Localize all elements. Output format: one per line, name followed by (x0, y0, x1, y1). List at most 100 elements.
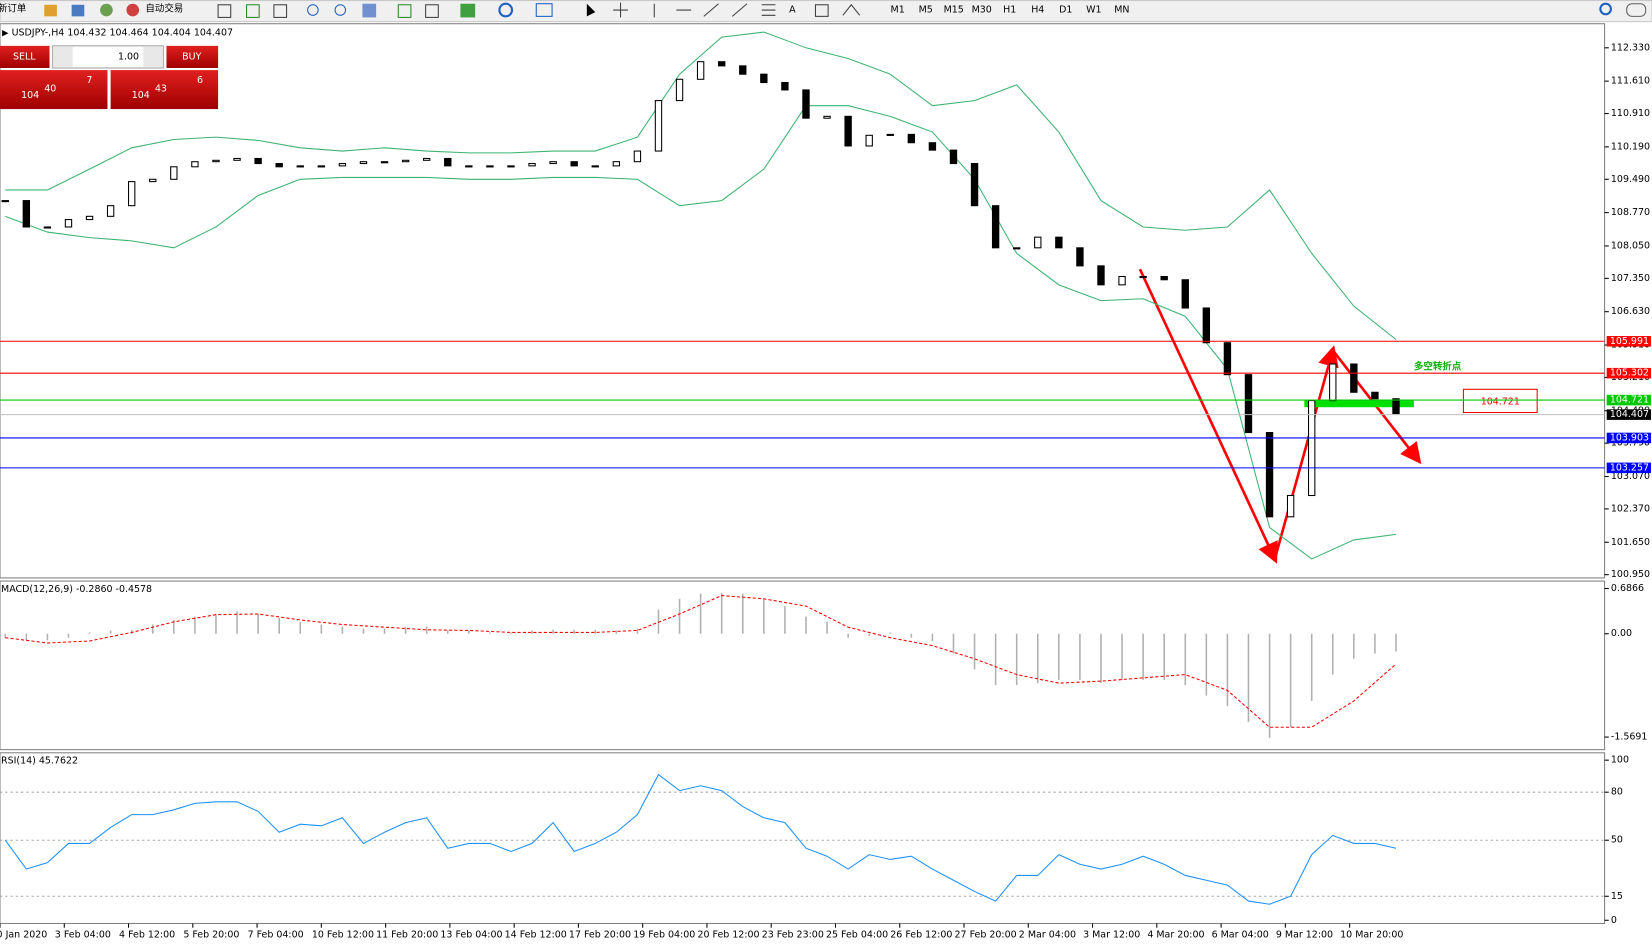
y-tick-label: 106.630 (1611, 306, 1650, 317)
candle (1118, 275, 1126, 286)
bollinger-lower (5, 105, 1397, 560)
icon[interactable] (814, 4, 829, 17)
y-tick-label: 110.190 (1611, 141, 1650, 152)
x-tick-label: 27 Feb 20:00 (955, 930, 1017, 941)
candle (654, 100, 663, 152)
candle (1202, 307, 1211, 344)
icon[interactable] (217, 4, 232, 18)
icon[interactable] (100, 3, 113, 17)
buy-button[interactable] (166, 45, 219, 68)
icon[interactable] (397, 4, 412, 18)
candle (401, 159, 410, 163)
icon[interactable] (842, 3, 861, 16)
candle (338, 163, 347, 167)
candle (781, 82, 789, 91)
timeframe-button[interactable]: W1 (1086, 5, 1101, 16)
icon[interactable] (246, 4, 260, 18)
arrow (1273, 345, 1339, 560)
candle (106, 205, 115, 217)
candle (1244, 374, 1253, 434)
candle (423, 157, 431, 161)
icon[interactable] (362, 3, 377, 18)
toolbar (0, 0, 1652, 23)
pivot-bar (1304, 399, 1414, 408)
icon[interactable] (71, 4, 85, 17)
y-tick-label: 111.610 (1611, 76, 1650, 87)
y-tick-label: 80 (1611, 787, 1623, 798)
timeframe-button[interactable]: M5 (919, 5, 933, 16)
candle (43, 226, 52, 229)
bid-pip: 7 (86, 75, 92, 86)
y-tick-label: 0.00 (1611, 628, 1632, 639)
candle (1139, 275, 1147, 279)
chat-icon[interactable] (1626, 3, 1647, 17)
timeframe-button[interactable]: M30 (972, 5, 992, 16)
price-level-tag (1606, 394, 1651, 406)
header-arrow (2, 30, 9, 37)
icon[interactable] (307, 4, 319, 16)
new-order-button[interactable]: 新订单 (0, 2, 26, 14)
lot-value[interactable]: 1.00 (118, 51, 139, 62)
x-tick-label: 26 Feb 12:00 (890, 930, 952, 941)
candle (570, 161, 578, 167)
icon[interactable] (535, 3, 553, 17)
price-level-label: 103.903 (1610, 432, 1649, 443)
timeframe-button[interactable]: M1 (891, 5, 905, 16)
icon[interactable] (460, 3, 476, 18)
candle (1329, 363, 1337, 402)
x-tick-label: 2 Mar 04:00 (1019, 930, 1076, 941)
candle (64, 219, 73, 228)
rsi-title: RSI(14) 45.7622 (1, 756, 78, 767)
icon[interactable] (44, 4, 57, 17)
y-tick-label: 109.490 (1611, 174, 1650, 185)
bid-box[interactable] (0, 70, 108, 110)
icon[interactable] (498, 2, 514, 18)
buy-label[interactable]: BUY (182, 51, 201, 62)
candle (191, 161, 199, 168)
y-tick-label: 108.050 (1611, 240, 1650, 251)
y-tick-label: 103.070 (1611, 471, 1650, 482)
symbol-header: USDJPY-,H4 104.432 104.464 104.404 104.4… (12, 28, 233, 39)
icon[interactable] (273, 4, 288, 18)
icon[interactable] (334, 4, 347, 16)
candle (907, 133, 916, 144)
timeframe-button[interactable]: H4 (1031, 5, 1044, 16)
x-tick-label: 23 Feb 23:00 (762, 930, 824, 941)
lot-down[interactable] (53, 46, 73, 67)
candle (823, 115, 831, 119)
search-icon[interactable] (1599, 2, 1612, 16)
icon[interactable] (653, 3, 776, 18)
ask-box[interactable] (110, 70, 219, 110)
y-tick-label: 100 (1611, 755, 1629, 766)
y-tick-label: 108.770 (1611, 207, 1650, 218)
candle (1181, 279, 1189, 309)
candle (1097, 265, 1105, 286)
y-tick-label: 0 (1611, 915, 1617, 926)
auto-trade-button[interactable]: 自动交易 (145, 2, 183, 14)
rsi-panel (0, 752, 1606, 925)
icon[interactable] (613, 2, 628, 18)
icon[interactable]: A (789, 5, 796, 16)
candle (633, 150, 642, 163)
lot-up[interactable] (143, 46, 163, 67)
timeframe-button[interactable]: H1 (1003, 5, 1016, 16)
candle (233, 157, 241, 161)
icon[interactable] (425, 4, 439, 18)
candle (591, 165, 599, 168)
sell-label[interactable]: SELL (13, 51, 36, 62)
timeframe-button[interactable]: D1 (1059, 5, 1072, 16)
auto-trade-icon[interactable] (126, 3, 140, 17)
x-tick-label: 11 Feb 20:00 (376, 930, 438, 941)
bid-big: 104 (21, 90, 39, 101)
candle (1265, 432, 1274, 518)
sell-button[interactable] (0, 45, 50, 68)
rsi-line (4, 773, 1397, 905)
timeframe-button[interactable]: MN (1114, 5, 1129, 16)
timeframe-button[interactable]: M15 (944, 5, 964, 16)
macd-signal (5, 595, 1397, 728)
x-tick-label: 3 Feb 04:00 (55, 930, 111, 941)
lot-input[interactable] (52, 45, 164, 69)
candle (970, 163, 979, 207)
y-tick-label: 0.6866 (1611, 583, 1644, 594)
candle (991, 205, 1000, 249)
